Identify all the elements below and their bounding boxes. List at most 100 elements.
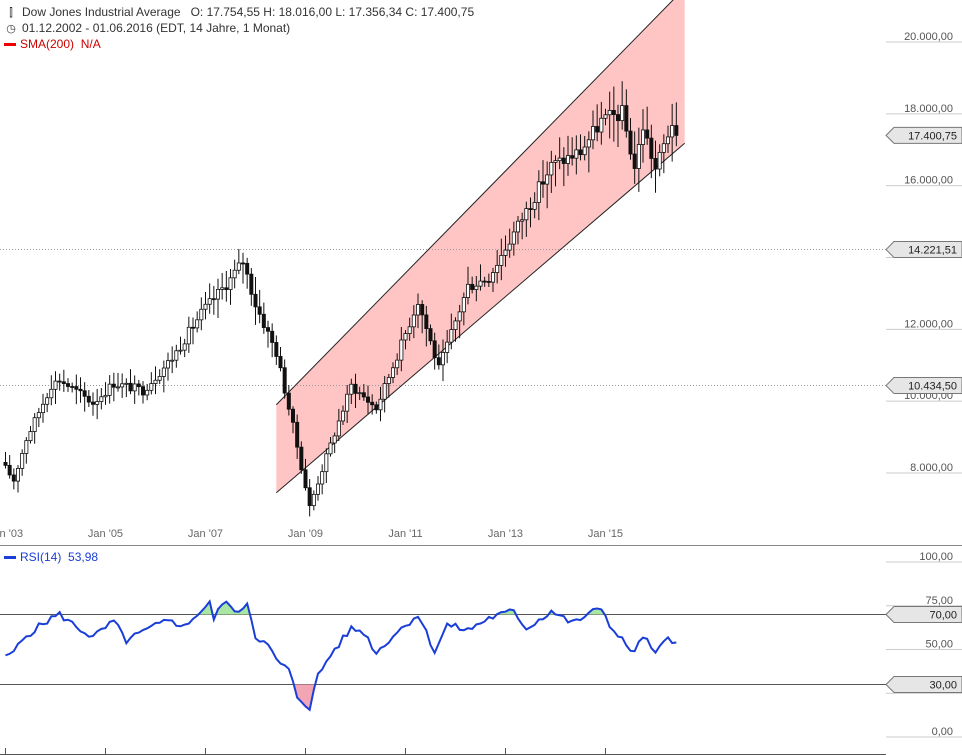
- candle-body[interactable]: [295, 421, 300, 448]
- candle-body[interactable]: [557, 157, 562, 162]
- candle-body[interactable]: [3, 462, 8, 466]
- candle-body[interactable]: [361, 392, 366, 398]
- candle-body[interactable]: [257, 306, 262, 315]
- candle-body[interactable]: [320, 471, 325, 485]
- candle-body[interactable]: [28, 431, 33, 442]
- candle-body[interactable]: [440, 352, 445, 366]
- candle-body[interactable]: [670, 125, 675, 138]
- candle-body[interactable]: [603, 114, 608, 119]
- candle-body[interactable]: [207, 298, 212, 305]
- candle-body[interactable]: [290, 408, 295, 423]
- candle-body[interactable]: [303, 469, 308, 489]
- candle-body[interactable]: [478, 280, 483, 287]
- candle-body[interactable]: [24, 440, 29, 454]
- candle-body[interactable]: [495, 264, 500, 273]
- candle-body[interactable]: [415, 304, 420, 316]
- candle-body[interactable]: [41, 403, 46, 414]
- candle-body[interactable]: [374, 404, 379, 411]
- candle-body[interactable]: [395, 359, 400, 369]
- candle-body[interactable]: [91, 401, 96, 405]
- candle-body[interactable]: [165, 360, 170, 369]
- candle-body[interactable]: [574, 149, 579, 159]
- candle-body[interactable]: [357, 392, 362, 395]
- candle-body[interactable]: [674, 125, 679, 136]
- candle-body[interactable]: [632, 153, 637, 169]
- candle-body[interactable]: [282, 367, 287, 394]
- candle-body[interactable]: [470, 283, 475, 290]
- candle-body[interactable]: [78, 388, 83, 392]
- candle-body[interactable]: [215, 289, 220, 300]
- candle-body[interactable]: [474, 285, 479, 290]
- rsi-line[interactable]: [5, 599, 677, 712]
- candle-body[interactable]: [499, 255, 504, 266]
- candle-body[interactable]: [432, 340, 437, 359]
- candle-body[interactable]: [86, 395, 91, 403]
- candle-body[interactable]: [299, 446, 304, 471]
- candle-body[interactable]: [199, 308, 204, 321]
- candle-body[interactable]: [370, 401, 375, 406]
- candle-body[interactable]: [486, 281, 491, 283]
- candle-body[interactable]: [103, 394, 108, 398]
- candle-body[interactable]: [666, 136, 671, 145]
- candle-body[interactable]: [424, 314, 429, 329]
- candle-body[interactable]: [74, 386, 79, 390]
- candle-body[interactable]: [178, 349, 183, 352]
- candle-body[interactable]: [645, 129, 650, 139]
- candle-body[interactable]: [607, 110, 612, 116]
- rsi-legend[interactable]: RSI(14) 53,98: [4, 550, 98, 564]
- candle-body[interactable]: [453, 320, 458, 330]
- level-tag[interactable]: [885, 377, 962, 395]
- candle-body[interactable]: [249, 273, 254, 295]
- candle-body[interactable]: [403, 333, 408, 341]
- candle-body[interactable]: [261, 313, 266, 328]
- candle-body[interactable]: [307, 487, 312, 507]
- candle-body[interactable]: [507, 243, 512, 251]
- candle-body[interactable]: [445, 341, 450, 353]
- candle-body[interactable]: [140, 386, 145, 396]
- candle-body[interactable]: [628, 130, 633, 155]
- candle-body[interactable]: [149, 383, 154, 391]
- candle-body[interactable]: [524, 208, 529, 221]
- last-close-tag[interactable]: [885, 126, 962, 144]
- candle-body[interactable]: [465, 283, 470, 298]
- candle-body[interactable]: [203, 303, 208, 310]
- candle-body[interactable]: [657, 151, 662, 170]
- candle-body[interactable]: [528, 208, 533, 210]
- candle-body[interactable]: [107, 383, 112, 396]
- candle-body[interactable]: [132, 383, 137, 392]
- candle-body[interactable]: [482, 280, 487, 283]
- candle-body[interactable]: [95, 401, 100, 405]
- candle-body[interactable]: [253, 293, 258, 308]
- candle-body[interactable]: [532, 202, 537, 210]
- candle-body[interactable]: [516, 220, 521, 233]
- candle-body[interactable]: [553, 160, 558, 163]
- candle-body[interactable]: [595, 126, 600, 133]
- candle-body[interactable]: [503, 249, 508, 256]
- candle-body[interactable]: [190, 326, 195, 329]
- candle-body[interactable]: [270, 330, 275, 343]
- rsi-level-tag[interactable]: [885, 606, 962, 623]
- candle-body[interactable]: [578, 149, 583, 156]
- candle-body[interactable]: [545, 174, 550, 185]
- candle-body[interactable]: [36, 412, 41, 419]
- candle-body[interactable]: [449, 329, 454, 343]
- candle-body[interactable]: [586, 139, 591, 148]
- candle-body[interactable]: [57, 380, 62, 383]
- candle-body[interactable]: [570, 155, 575, 159]
- candle-body[interactable]: [382, 383, 387, 400]
- candle-body[interactable]: [245, 262, 250, 275]
- candle-body[interactable]: [128, 382, 133, 392]
- candle-body[interactable]: [120, 383, 125, 388]
- candle-body[interactable]: [407, 326, 412, 334]
- candle-body[interactable]: [124, 382, 129, 385]
- candle-body[interactable]: [436, 357, 441, 366]
- candle-body[interactable]: [99, 396, 104, 402]
- candle-body[interactable]: [420, 304, 425, 316]
- channel-lower-line[interactable]: [276, 142, 685, 494]
- candle-body[interactable]: [170, 359, 175, 362]
- level-tag[interactable]: [885, 241, 962, 259]
- candle-body[interactable]: [328, 442, 333, 455]
- candle-body[interactable]: [186, 326, 191, 345]
- candle-body[interactable]: [428, 328, 433, 342]
